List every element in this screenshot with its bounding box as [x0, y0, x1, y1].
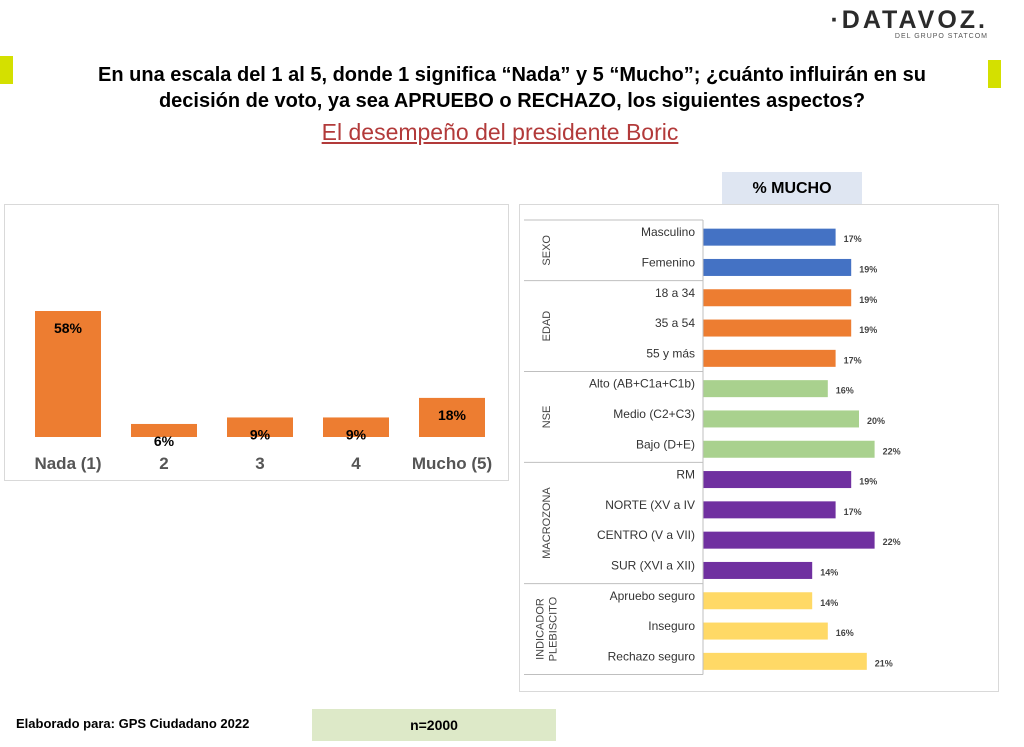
segment-bar-4-2 [703, 652, 867, 670]
category-label-4: Mucho (5) [412, 454, 492, 473]
mucho-chart-panel: SEXO Masculino 17% Femenino 19% EDAD 18 a 34 19… [519, 204, 999, 692]
segment-bar-1-0 [703, 289, 852, 307]
row-label-1-2: 55 y más [646, 346, 695, 360]
segment-value-label-1-0: 19% [859, 295, 877, 305]
bar-3 [323, 417, 389, 437]
right-accent-marker [988, 60, 1001, 88]
category-label-3: 4 [351, 454, 361, 473]
segment-bar-3-1 [703, 501, 836, 519]
row-label-0-0: Masculino [641, 225, 695, 239]
bar-2 [227, 417, 293, 437]
bar-value-label-4: 18% [438, 407, 467, 423]
question-title-line2: decisión de voto, ya sea APRUEBO o RECHA… [158, 90, 866, 112]
bar-value-label-1: 6% [154, 433, 175, 449]
mucho-segment-chart: SEXO Masculino 17% Femenino 19% EDAD 18 a 34 19… [524, 219, 901, 675]
group-label-3: MACROZONA [541, 487, 553, 559]
segment-bar-3-0 [703, 471, 852, 489]
segment-value-label-4-2: 21% [875, 658, 893, 668]
group-label-4-line0: INDICADOR [535, 598, 547, 660]
segment-bar-0-0 [703, 228, 836, 246]
logo-main-text: ·DATAVOZ. [830, 6, 988, 34]
row-label-4-1: Inseguro [648, 619, 695, 633]
category-label-1: 2 [159, 454, 168, 473]
segment-value-label-0-0: 17% [844, 234, 862, 244]
subtitle: El desempeño del presidente Boric [321, 119, 679, 145]
row-label-2-1: Medio (C2+C3) [613, 407, 695, 421]
bar-0 [35, 311, 101, 437]
row-label-2-2: Bajo (D+E) [636, 437, 695, 451]
bar-value-label-0: 58% [54, 320, 83, 336]
row-label-3-3: SUR (XVI a XII) [611, 558, 695, 572]
datavoz-logo: ·DATAVOZ. DEL GRUPO STATCOM [830, 6, 988, 40]
segment-bar-3-2 [703, 531, 875, 549]
bar-1 [131, 423, 197, 437]
row-label-0-1: Femenino [642, 255, 696, 269]
footer-sample-size: n=2000 [312, 709, 556, 741]
distribution-bar-chart: 58% Nada (1) 6% 2 9% 3 9% 4 18% Mucho (5) [34, 311, 492, 473]
segment-value-label-4-1: 16% [836, 628, 854, 638]
question-title: En una escala del 1 al 5, donde 1 signif… [30, 62, 994, 114]
segment-bar-1-1 [703, 319, 852, 337]
segment-value-label-3-0: 19% [859, 477, 877, 487]
bar-4 [419, 397, 485, 437]
segment-value-label-2-1: 20% [867, 416, 885, 426]
segment-bar-2-2 [703, 440, 875, 458]
row-label-4-2: Rechazo seguro [608, 649, 696, 663]
category-label-0: Nada (1) [34, 454, 101, 473]
row-label-1-0: 18 a 34 [655, 286, 695, 300]
group-label-2: NSE [541, 406, 553, 429]
row-label-1-1: 35 a 54 [655, 316, 695, 330]
segment-bar-3-3 [703, 561, 813, 579]
row-label-4-0: Apruebo seguro [610, 589, 696, 603]
group-label-4-line1: PLEBISCITO [548, 596, 560, 661]
left-accent-marker [0, 56, 13, 84]
segment-value-label-0-1: 19% [859, 264, 877, 274]
group-label-0: SEXO [541, 235, 553, 266]
segment-value-label-3-3: 14% [820, 567, 838, 577]
bar-value-label-3: 9% [346, 426, 367, 442]
segment-value-label-3-2: 22% [883, 537, 901, 547]
row-label-3-2: CENTRO (V a VII) [597, 528, 695, 542]
group-label-1: EDAD [541, 311, 553, 342]
segment-bar-4-1 [703, 622, 828, 640]
logo-sub-text: DEL GRUPO STATCOM [894, 33, 988, 40]
row-label-3-1: NORTE (XV a IV [605, 498, 695, 512]
segment-value-label-2-0: 16% [836, 386, 854, 396]
question-title-line1: En una escala del 1 al 5, donde 1 signif… [98, 64, 926, 86]
footer-elaborado: Elaborado para: GPS Ciudadano 2022 [16, 716, 250, 731]
segment-value-label-1-2: 17% [844, 355, 862, 365]
segment-bar-1-2 [703, 349, 836, 367]
segment-value-label-2-2: 22% [883, 446, 901, 456]
row-label-2-0: Alto (AB+C1a+C1b) [589, 377, 695, 391]
segment-bar-2-0 [703, 380, 828, 398]
row-label-3-0: RM [676, 468, 695, 482]
distribution-chart-panel: 58% Nada (1) 6% 2 9% 3 9% 4 18% Mucho (5) [4, 204, 509, 481]
segment-value-label-3-1: 17% [844, 507, 862, 517]
mucho-header: % MUCHO [722, 172, 862, 206]
segment-value-label-1-1: 19% [859, 325, 877, 335]
bar-value-label-2: 9% [250, 426, 271, 442]
segment-value-label-4-0: 14% [820, 598, 838, 608]
segment-bar-2-1 [703, 410, 859, 428]
segment-bar-0-1 [703, 258, 852, 276]
category-label-2: 3 [255, 454, 264, 473]
segment-bar-4-0 [703, 592, 813, 610]
